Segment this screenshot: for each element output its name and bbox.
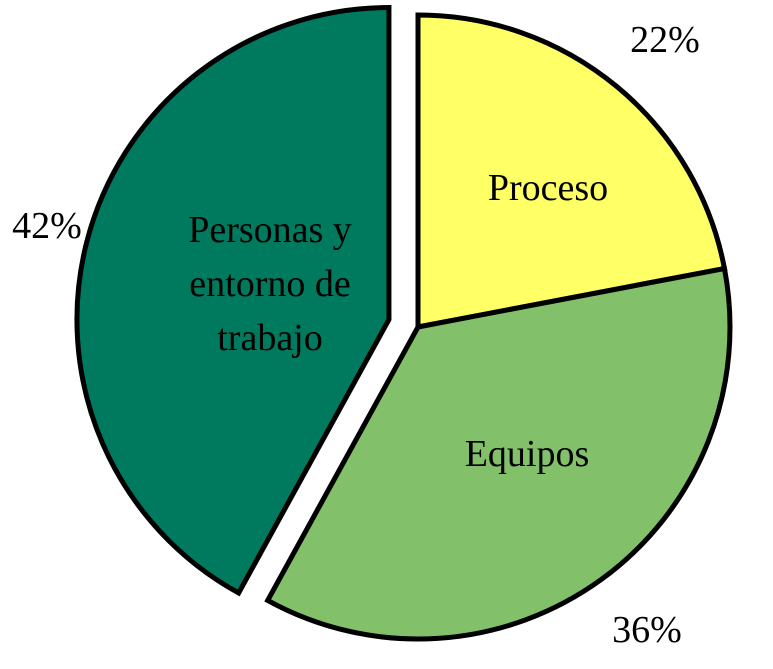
slice-percent-label: 22% [630,19,700,61]
slice-label: Proceso [488,167,608,209]
slice-label: Equipos [465,433,590,475]
pie-slice-proceso [415,12,728,331]
pie-slices [74,5,733,642]
pie-slice-personas-y-entorno-de-trabajo [74,5,392,597]
slice-label: Personas y entorno de trabajo [188,209,352,359]
pie-labels: Proceso 22% Equipos 36% Personas y entorno de… [12,19,700,651]
slice-percent-label: 42% [12,205,82,247]
pie-slice-equipos [264,265,733,642]
slice-percent-label: 36% [612,609,682,651]
